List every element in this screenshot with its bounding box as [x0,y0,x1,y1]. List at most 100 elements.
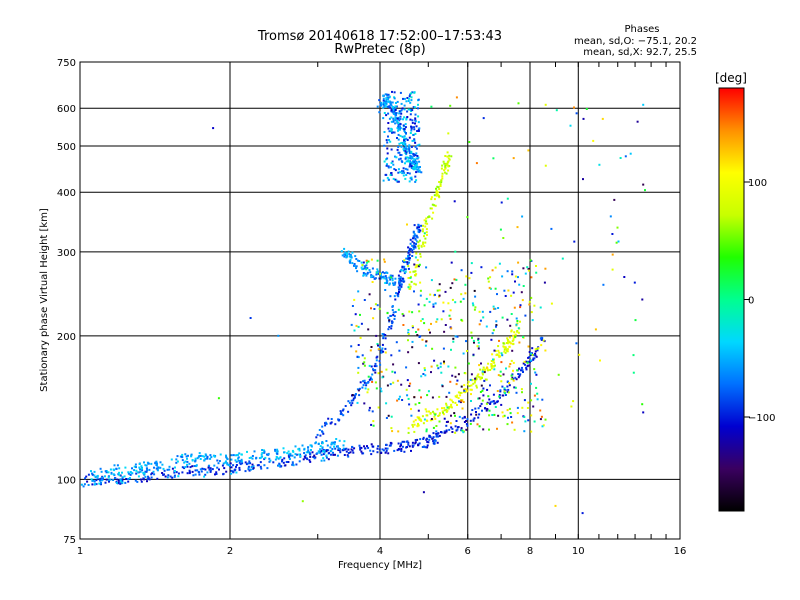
data-point [382,106,385,109]
data-point [389,140,392,143]
data-point [619,157,622,159]
data-point [391,305,394,308]
data-point [337,418,340,421]
data-point [423,369,426,372]
data-point [530,296,533,299]
data-point [414,145,417,148]
phases-x-stats: mean, sd,X: 92.7, 25.5 [583,47,697,58]
data-point [387,93,390,96]
data-point [218,468,220,471]
data-point [557,373,560,376]
data-point [310,445,313,448]
data-point [248,457,251,459]
data-point [466,350,468,352]
data-point [291,461,294,464]
data-point [377,348,380,351]
data-point [541,337,544,339]
data-point [418,169,421,172]
data-point [413,242,416,245]
data-point [508,382,511,385]
data-point [372,317,375,320]
data-point [400,444,402,447]
data-point [96,477,99,480]
data-point [336,454,339,457]
data-point [301,444,304,447]
data-point [477,341,480,344]
data-point [199,454,202,457]
data-point [202,468,205,470]
data-point [419,289,422,292]
data-point [454,431,457,434]
data-point [434,417,437,420]
data-point [403,128,406,130]
data-point [298,460,301,463]
data-point [409,285,412,288]
data-point [444,171,446,174]
data-point [451,374,454,377]
data-point [386,157,389,160]
data-point [425,217,428,220]
data-point [260,453,263,456]
data-point [412,168,415,171]
data-point [313,454,316,457]
data-point [436,432,439,435]
data-point [531,353,534,356]
data-point [398,112,401,115]
data-point [575,342,578,345]
data-point [186,465,189,468]
data-point [430,418,433,420]
data-point [412,246,415,249]
data-point [100,470,103,473]
data-point [504,389,507,392]
data-point [501,394,504,397]
data-point [226,457,228,460]
data-point [561,257,564,260]
data-point [389,295,392,298]
data-point [495,320,498,323]
data-point [401,445,404,448]
data-point [251,457,254,460]
data-point [498,394,501,396]
data-point [342,408,345,411]
data-point [488,428,490,431]
data-point [392,284,395,286]
data-point [174,466,176,469]
data-point [473,381,476,384]
data-point [248,469,251,472]
data-point [344,251,347,254]
data-point [268,460,271,463]
colorbar-tick-label: 0 [748,296,754,307]
data-point [513,428,516,431]
data-point [488,414,491,417]
data-point [425,410,428,413]
data-point [479,319,482,322]
data-point [517,376,520,379]
data-point [432,410,434,413]
data-point [209,470,212,473]
data-point [369,376,372,379]
data-point [379,387,382,390]
data-point [107,476,110,479]
data-point [407,329,410,331]
data-point [148,468,151,471]
data-point [397,286,400,289]
data-point [447,165,450,168]
data-point [391,277,394,280]
data-point [108,480,110,483]
data-point [338,449,341,452]
data-point [416,334,419,337]
data-point [510,416,513,418]
data-point [461,417,464,420]
data-point [447,132,450,135]
data-point [442,411,444,414]
data-point [463,416,466,419]
data-point [474,377,477,380]
data-point [423,235,425,238]
data-point [420,396,422,399]
data-point [91,473,94,476]
data-point [413,160,416,163]
data-point [423,322,426,325]
data-point [159,466,162,469]
data-point [343,253,346,256]
data-point [392,131,395,134]
